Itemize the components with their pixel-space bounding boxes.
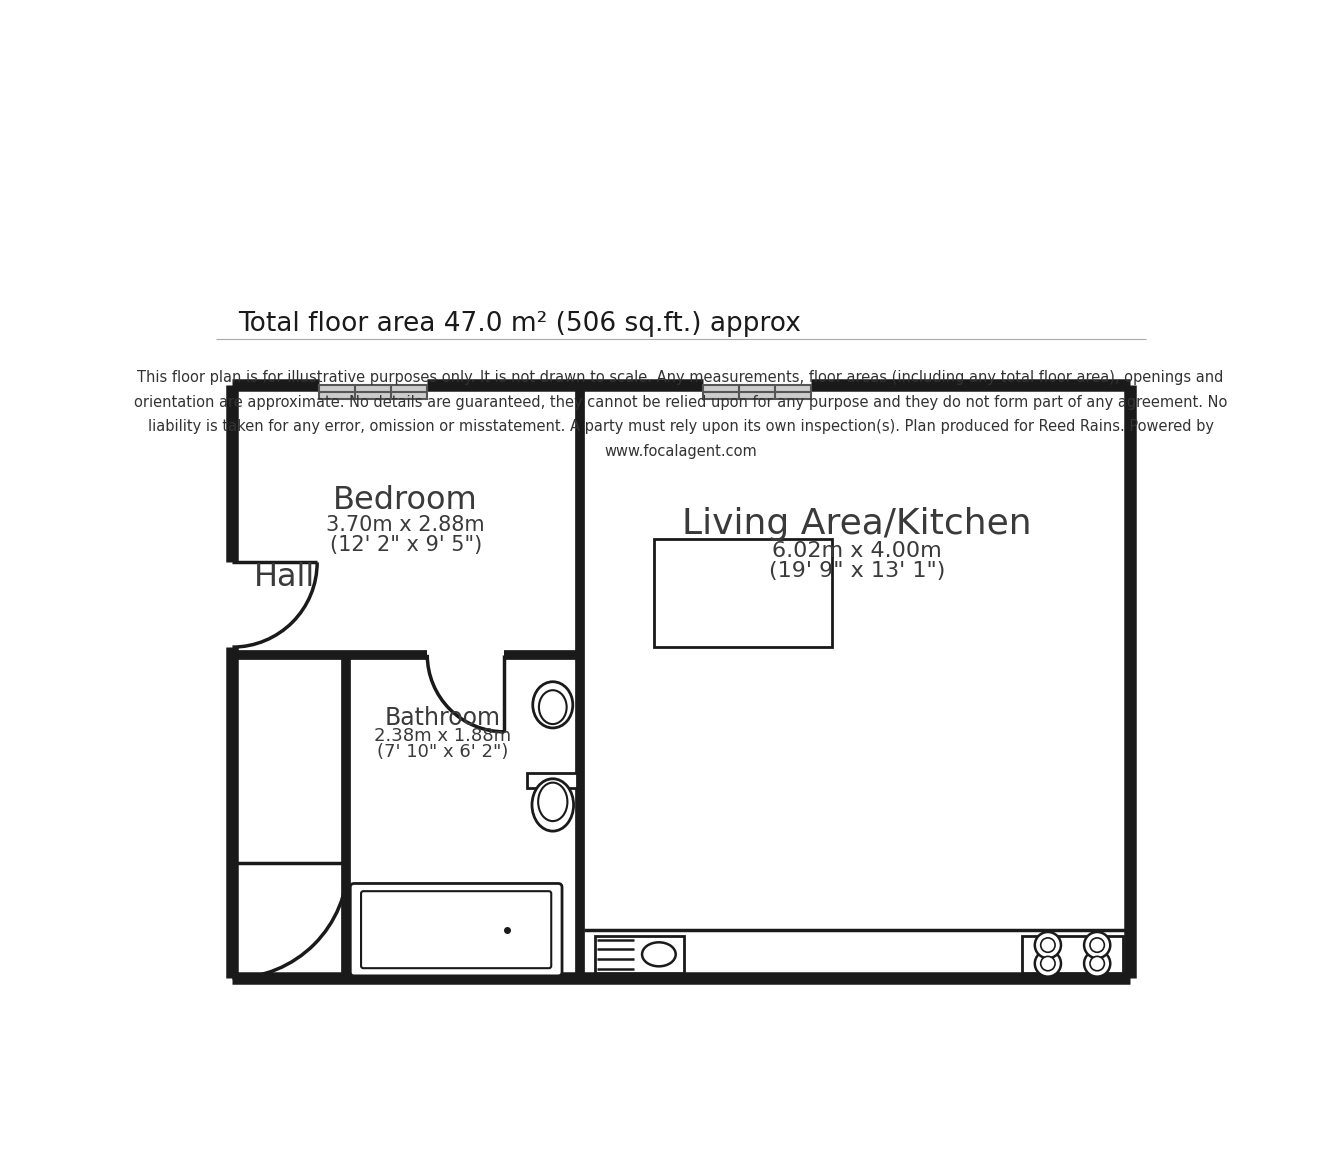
FancyBboxPatch shape: [351, 884, 562, 976]
Circle shape: [1035, 932, 1061, 958]
Bar: [320, 386, 428, 399]
Text: (12' 2" x 9' 5"): (12' 2" x 9' 5"): [329, 535, 482, 556]
Ellipse shape: [538, 783, 567, 821]
Bar: [655, 540, 831, 647]
Bar: [1023, 936, 1122, 973]
Text: Living Area/Kitchen: Living Area/Kitchen: [683, 506, 1032, 541]
Text: 6.02m x 4.00m: 6.02m x 4.00m: [772, 541, 942, 561]
Circle shape: [1035, 951, 1061, 977]
Bar: [232, 386, 1130, 978]
Circle shape: [1041, 956, 1054, 970]
Text: Bathroom: Bathroom: [385, 706, 501, 730]
Text: 2.38m x 1.88m: 2.38m x 1.88m: [374, 727, 511, 746]
Circle shape: [1090, 938, 1105, 952]
Ellipse shape: [539, 691, 567, 724]
Circle shape: [1084, 932, 1110, 958]
Text: Bedroom: Bedroom: [333, 486, 478, 517]
Circle shape: [1084, 951, 1110, 977]
Text: This floor plan is for illustrative purposes only. It is not drawn to scale. Any: This floor plan is for illustrative purp…: [137, 371, 1224, 386]
Text: www.focalagent.com: www.focalagent.com: [604, 444, 757, 459]
FancyBboxPatch shape: [361, 891, 551, 968]
Text: (19' 9" x 13' 1"): (19' 9" x 13' 1"): [769, 561, 946, 581]
Bar: [703, 386, 810, 399]
Text: Total floor area 47.0 m² (506 sq.ft.) approx: Total floor area 47.0 m² (506 sq.ft.) ap…: [239, 311, 802, 337]
Text: 3.70m x 2.88m: 3.70m x 2.88m: [327, 516, 485, 535]
Circle shape: [1090, 956, 1105, 970]
Circle shape: [1041, 938, 1054, 952]
Text: Hall: Hall: [254, 563, 316, 593]
Ellipse shape: [641, 943, 676, 967]
Ellipse shape: [533, 779, 574, 831]
Ellipse shape: [533, 681, 572, 727]
Text: orientation are approximate. No details are guaranteed, they cannot be relied up: orientation are approximate. No details …: [134, 395, 1227, 410]
Text: (7' 10" x 6' 2"): (7' 10" x 6' 2"): [377, 742, 509, 761]
Bar: [527, 772, 576, 788]
Text: liability is taken for any error, omission or misstatement. A party must rely up: liability is taken for any error, omissi…: [147, 419, 1214, 434]
Bar: [595, 936, 684, 973]
